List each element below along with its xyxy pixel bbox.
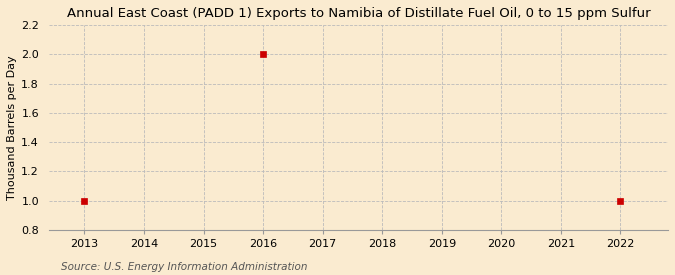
- Title: Annual East Coast (PADD 1) Exports to Namibia of Distillate Fuel Oil, 0 to 15 pp: Annual East Coast (PADD 1) Exports to Na…: [67, 7, 650, 20]
- Y-axis label: Thousand Barrels per Day: Thousand Barrels per Day: [7, 55, 17, 200]
- Text: Source: U.S. Energy Information Administration: Source: U.S. Energy Information Administ…: [61, 262, 307, 272]
